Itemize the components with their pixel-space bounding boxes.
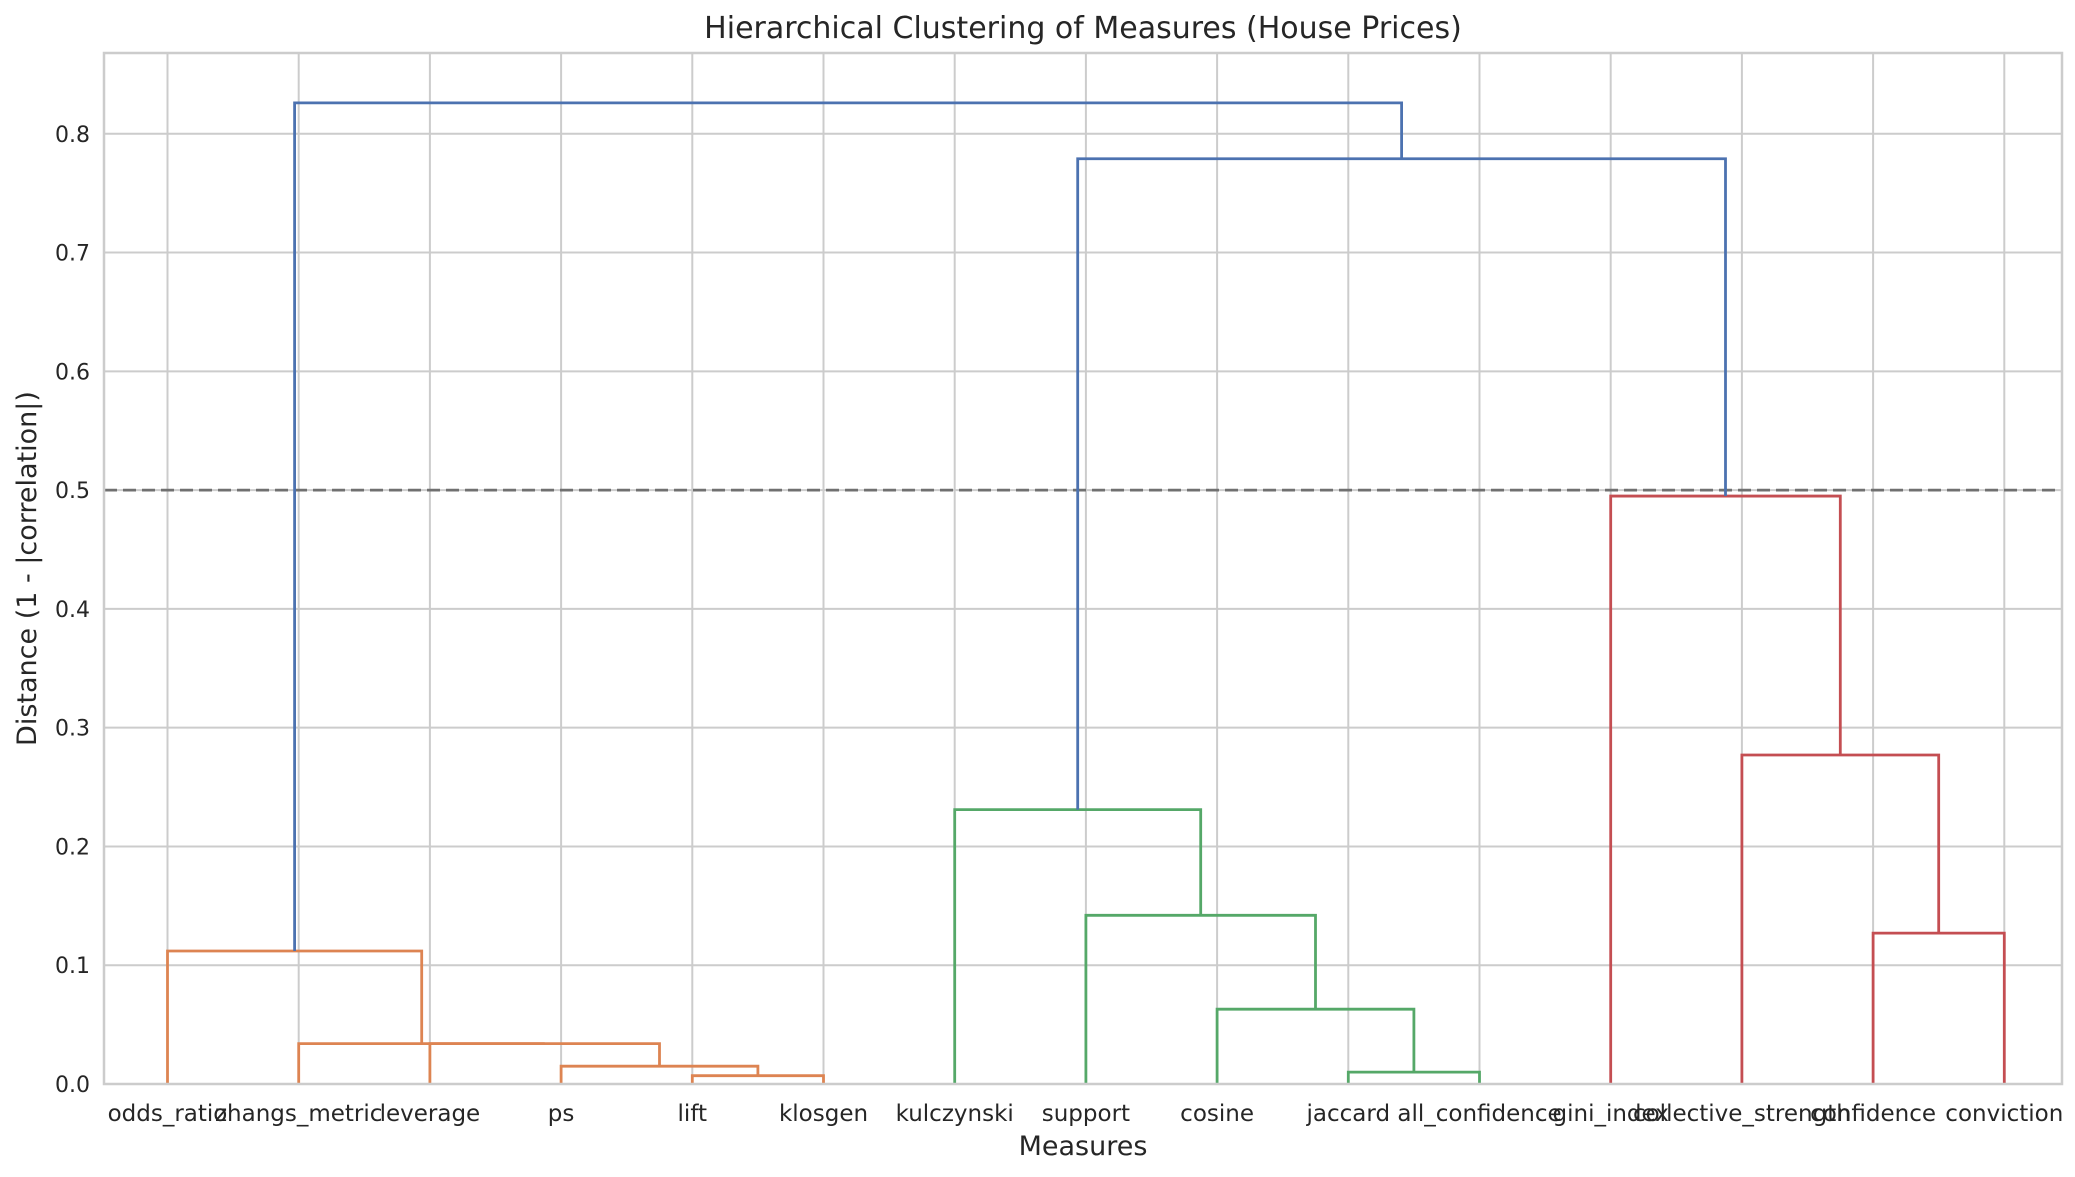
link-green-root: [953, 808, 1203, 1084]
link-green-red: [1076, 157, 1727, 810]
link-confidence-conviction: [1871, 931, 2006, 1084]
dendrogram-links: [166, 101, 2006, 1084]
y-tick-label: 0.5: [55, 479, 90, 504]
y-tick-label: 0.0: [55, 1073, 90, 1098]
leaf-label: cosine: [1180, 1101, 1254, 1127]
link-leverage-group: [428, 1042, 661, 1084]
leaf-label: ps: [548, 1101, 575, 1127]
leaf-label: gini_index: [1553, 1101, 1669, 1127]
y-tick-label: 0.4: [55, 598, 90, 623]
leaf-label: leverage: [380, 1101, 481, 1127]
x-axis-label: Measures: [1019, 1131, 1148, 1162]
link-lift-klosgen: [690, 1074, 825, 1084]
y-tick-label: 0.6: [55, 360, 90, 385]
link-red-root: [1609, 494, 1842, 1084]
y-axis-label: Distance (1 - |correlation|): [12, 391, 43, 746]
leaf-label: zhangs_metric: [215, 1101, 382, 1127]
link-support-group: [1084, 913, 1317, 1084]
leaf-label: odds_ratio: [108, 1101, 228, 1127]
plot-frame: [102, 51, 2064, 1086]
leaf-label: all_confidence: [1397, 1101, 1561, 1127]
leaf-label: jaccard: [1306, 1101, 1391, 1127]
leaf-label: support: [1042, 1101, 1130, 1127]
leaf-label: collective_strength: [1633, 1101, 1851, 1127]
y-tick-label: 0.8: [55, 123, 90, 148]
link-cosine-group: [1215, 1007, 1416, 1084]
link-jaccard-allconf: [1346, 1070, 1481, 1084]
y-tick-label: 0.1: [55, 954, 90, 979]
link-zhangs-group: [297, 1042, 545, 1084]
y-tick-label: 0.7: [55, 242, 90, 267]
leaf-label: conviction: [1945, 1101, 2063, 1127]
link-collective-group: [1740, 753, 1941, 1084]
chart-title: Hierarchical Clustering of Measures (Hou…: [704, 11, 1462, 46]
leaf-label: lift: [678, 1101, 708, 1127]
y-tick-label: 0.3: [55, 717, 90, 742]
link-root: [293, 101, 1403, 951]
leaf-label: confidence: [1810, 1101, 1936, 1127]
leaf-label: kulczynski: [896, 1101, 1014, 1127]
leaf-label: klosgen: [779, 1101, 868, 1127]
grid-layer: [104, 53, 2062, 1085]
link-orange-root: [166, 949, 424, 1084]
y-tick-label: 0.2: [55, 835, 90, 860]
y-tick-labels: 0.0 0.1 0.2 0.3 0.4 0.5 0.6 0.7 0.8: [55, 123, 90, 1098]
